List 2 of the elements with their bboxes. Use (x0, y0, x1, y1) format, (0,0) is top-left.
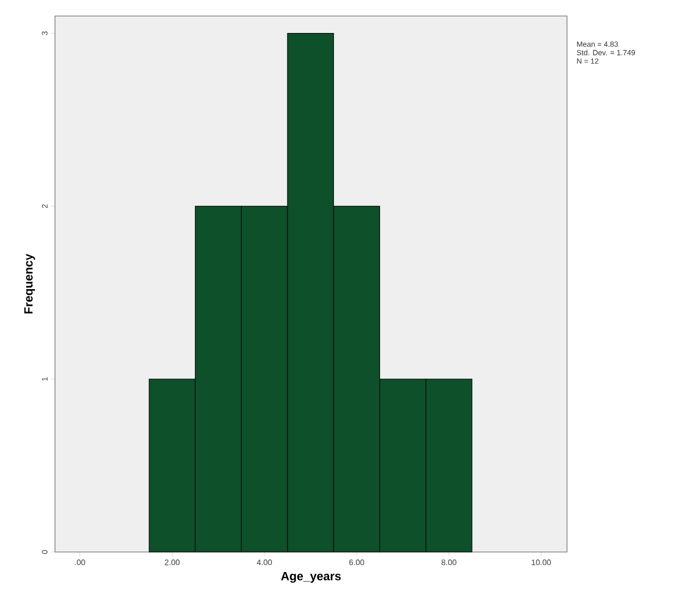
y-axis-title: Frequency (24, 254, 36, 314)
x-axis-title: Age_years (281, 572, 341, 583)
